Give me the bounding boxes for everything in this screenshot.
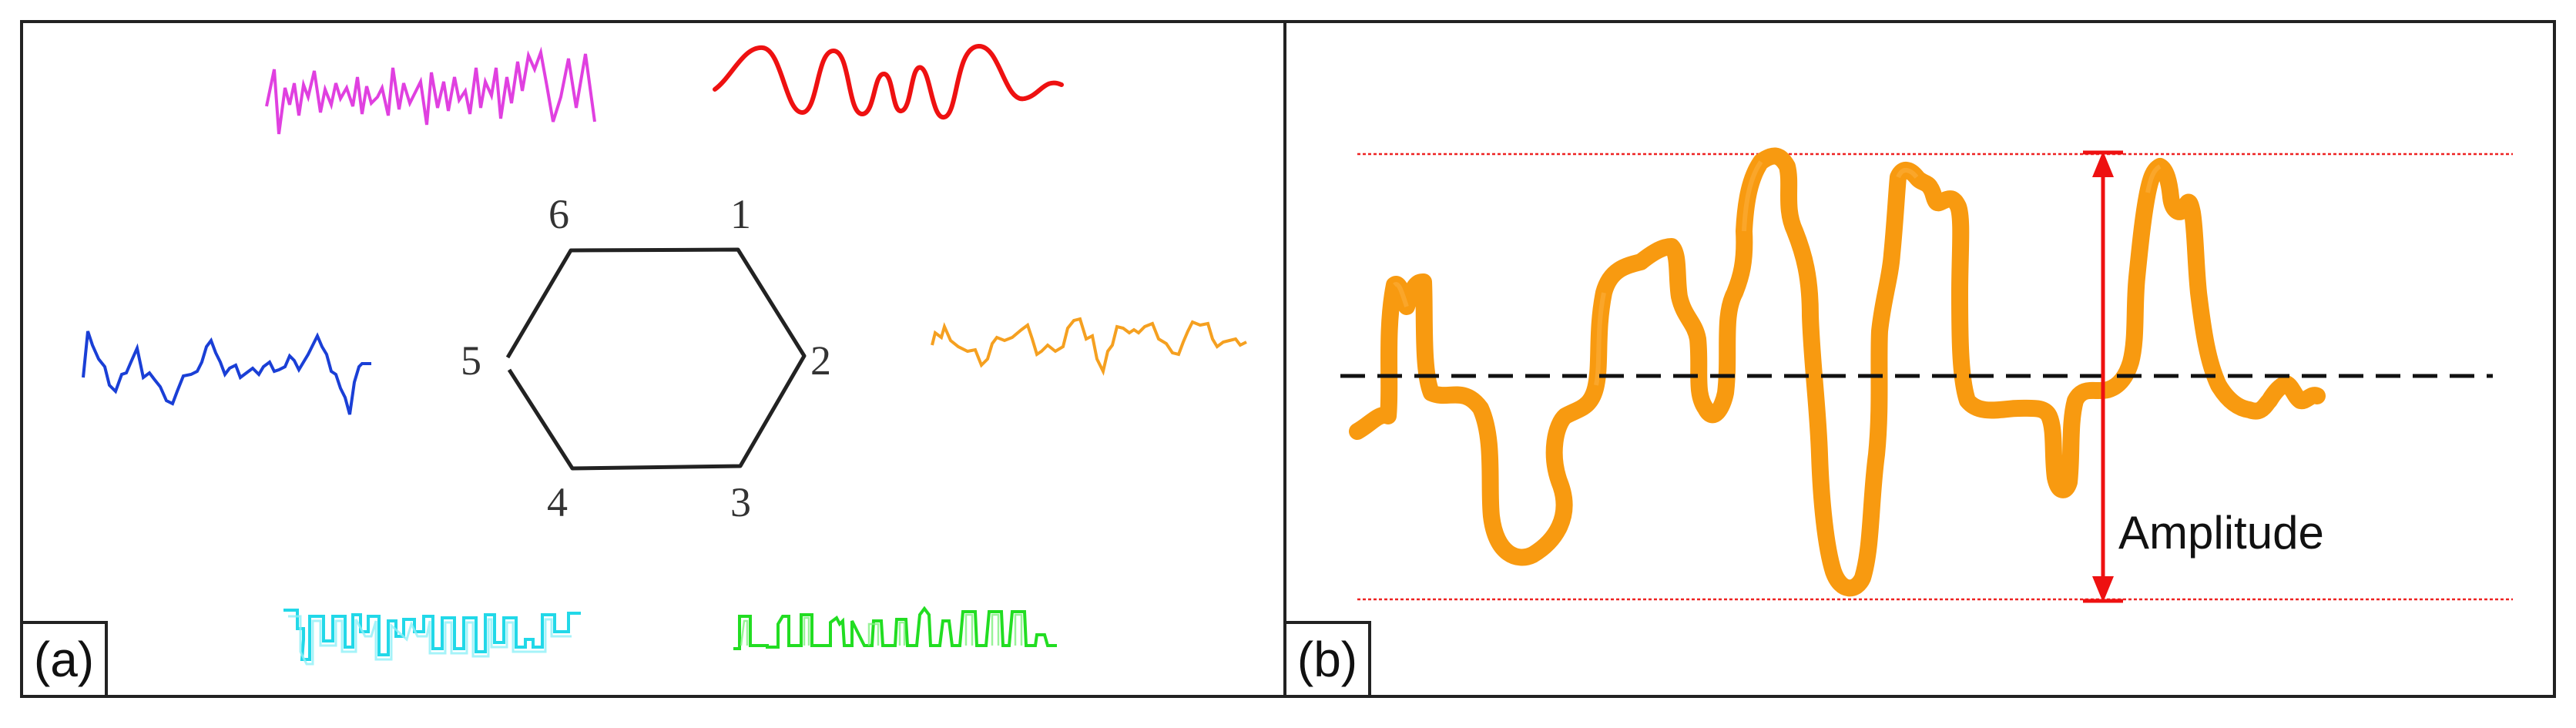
panel-b-label: (b) <box>1286 621 1371 695</box>
amplitude-label: Amplitude <box>2118 507 2324 559</box>
waveform-cyan-square <box>283 609 581 661</box>
vertex-label-1: 1 <box>730 191 751 237</box>
panel-b: Amplitude (b) <box>1283 20 2556 698</box>
waveform-orange-stepped <box>931 317 1247 376</box>
panel-a-label: (a) <box>23 621 108 695</box>
vertex-label-4: 4 <box>547 479 568 525</box>
panel-a: 1 2 3 4 5 6 (a) <box>20 20 1290 698</box>
waveform-cyan-square-echo <box>288 615 572 666</box>
panel-a-drawing: 1 2 3 4 5 6 <box>82 44 1247 666</box>
vertex-label-5: 5 <box>461 337 481 384</box>
waveform-green-pulse-echo <box>740 613 1023 646</box>
vertex-label-6: 6 <box>548 191 569 237</box>
amplitude-arrow <box>2083 150 2123 603</box>
waveform-red-sine <box>713 44 1064 119</box>
panel-b-drawing: Amplitude <box>1340 147 2513 603</box>
waveform-blue-spiky <box>82 330 371 415</box>
waveform-green-pulse <box>733 606 1057 650</box>
vertex-label-2: 2 <box>810 337 831 384</box>
hexagon <box>505 247 807 471</box>
waveform-magenta-noise <box>265 46 596 135</box>
vertex-label-3: 3 <box>730 479 751 525</box>
orange-wave-ribbon-core <box>1393 160 2162 386</box>
